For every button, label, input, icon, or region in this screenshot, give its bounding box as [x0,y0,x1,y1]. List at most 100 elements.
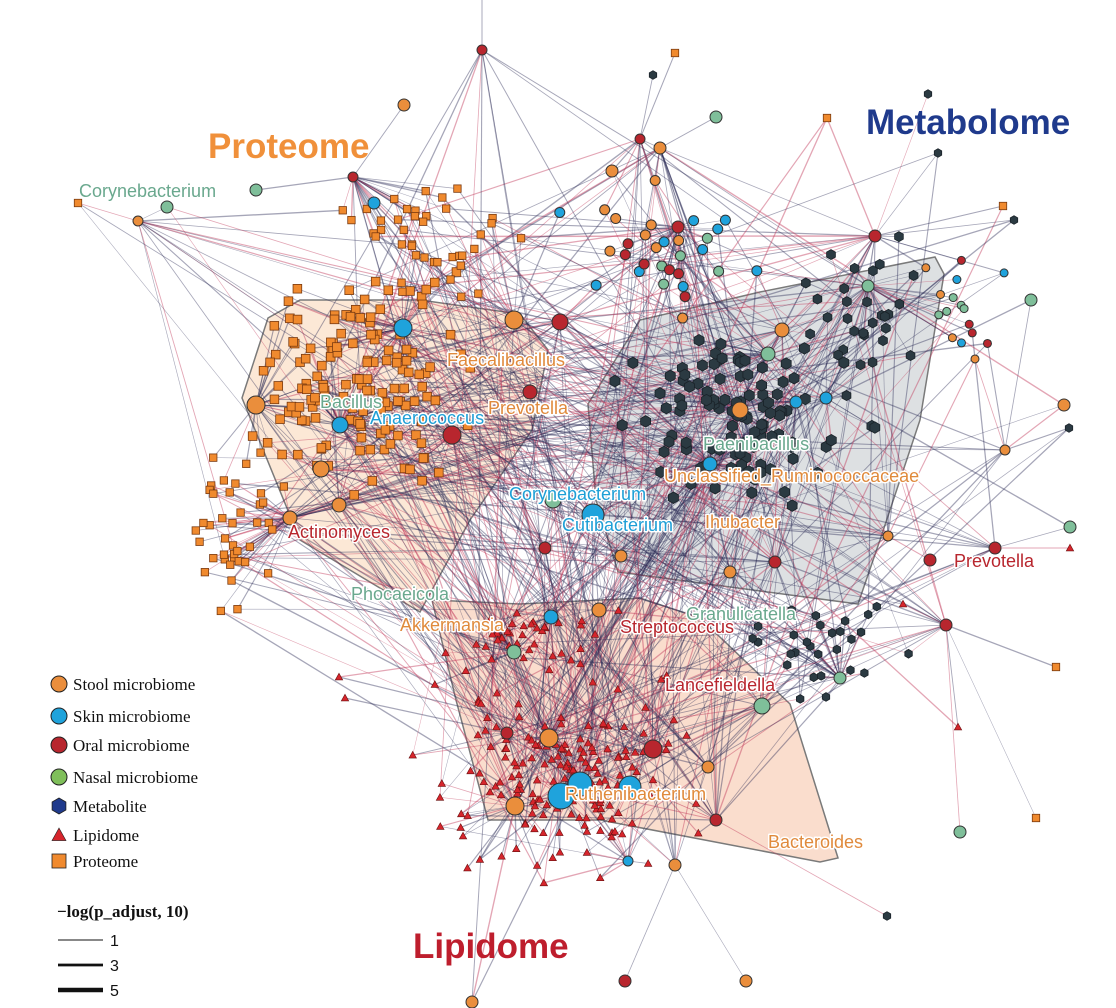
taxon-label: Unclassified_Ruminococcaceae [664,466,919,487]
metabolite-node [679,368,691,382]
network-edge [255,404,731,573]
network-edge [560,748,654,766]
network-edge [137,220,841,679]
protein-node [216,606,225,616]
metabolite-node [740,438,751,452]
network-edge [289,394,750,519]
nasal-microbe-node [506,644,522,660]
protein-node [822,113,832,123]
metabolite-node [779,485,791,499]
metabolite-node [701,393,712,407]
network-edge [451,434,621,776]
protein-node [227,576,236,585]
metabolite-node [880,310,890,322]
network-edge [729,308,965,573]
network-edge [729,571,759,627]
network-edge [513,212,561,321]
network-edge [402,327,714,401]
network-edge [825,317,828,399]
network-edge [388,235,876,291]
protein-node [397,278,406,287]
lipid-node [547,755,556,763]
network-edge [446,208,679,228]
nasal-node [948,293,958,303]
network-edge [552,499,889,537]
network-edge [785,363,1006,451]
network-edge [501,247,657,361]
network-edge [639,138,848,303]
lipid-node [492,688,502,697]
protein-node [476,230,485,239]
protein-node [456,349,466,360]
network-edge [352,104,405,178]
metabolite-node [933,148,943,158]
lipid-node [514,770,524,779]
metabolite-node [816,620,825,630]
network-edge [767,285,869,355]
network-edge [441,321,561,784]
skin-microbe-node [819,391,833,405]
network-edge [352,176,408,210]
network-edge [674,561,776,866]
network-edge [560,437,732,797]
metabolite-node [716,352,728,365]
metabolite-node [676,399,688,412]
network-edge [535,677,841,745]
oral-microbe-node [768,555,782,569]
network-edge [211,485,291,519]
lipid-node [483,713,492,722]
network-edge [334,314,453,436]
network-edge [863,334,947,626]
skin-node [999,268,1009,278]
network-edge [255,404,520,776]
network-edge [546,624,947,741]
protein-node [458,251,467,260]
network-edge [552,117,828,501]
network-edge [320,468,716,489]
protein-node [345,311,356,322]
lipid-node [579,748,588,756]
network-edge [874,235,1005,274]
stool-microbe-node [668,858,682,872]
protein-node [296,415,307,425]
network-edge [439,49,483,798]
legend-marker [51,853,67,869]
protein-node [73,198,83,208]
network-edge [579,427,1070,785]
nasal-microbe-node [544,491,562,509]
lipid-node [493,635,502,644]
network-edge [781,329,909,654]
protein-node [401,356,412,366]
network-edge [339,409,741,426]
network-edge [537,547,996,800]
lipid-node [496,790,506,799]
network-edge [552,353,769,501]
lipid-node [545,665,554,674]
lipid-node [518,630,527,639]
protein-node [375,304,386,314]
network-edge [652,235,876,750]
protein-node [399,383,409,394]
network-edge [238,517,291,562]
group-title-proteome: Proteome [208,127,369,166]
network-edge [481,49,600,761]
protein-node [393,396,403,406]
lipid-node [458,831,468,840]
lipid-node [584,763,593,772]
taxon-label: Ihubacter [705,512,780,532]
network-edge [409,290,515,653]
network-edge [902,603,947,626]
lipid-node [518,758,528,767]
lipid-node [590,763,600,771]
lipid-node [639,728,648,737]
network-edge [767,330,855,355]
network-edge [234,553,515,653]
metabolite-node [811,610,820,621]
network-edge [342,396,515,653]
network-edge [614,380,676,866]
network-edge [492,218,508,734]
metabolite-node [748,440,759,454]
lipid-node [628,762,637,771]
network-edge [77,202,508,734]
network-edge [406,208,631,788]
